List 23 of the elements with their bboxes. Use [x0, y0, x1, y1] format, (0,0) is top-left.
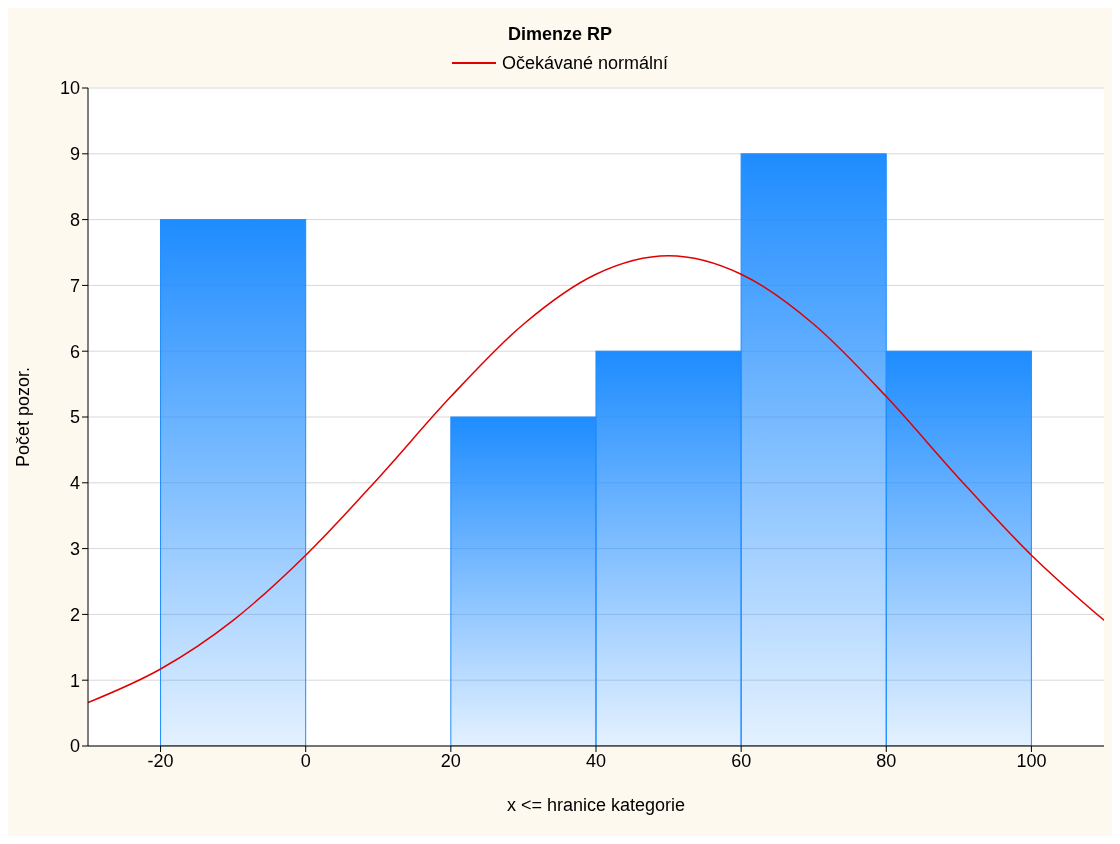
legend-label: Očekávané normální [501, 52, 669, 74]
y-tick-label: 9 [69, 144, 80, 165]
y-tick-label: 4 [69, 473, 80, 494]
x-tick-label: 0 [300, 750, 311, 771]
y-tick-label: 5 [69, 407, 80, 428]
x-tick-label: -20 [147, 750, 174, 771]
x-tick-label: 80 [876, 750, 897, 771]
y-tick-label: 6 [69, 341, 80, 362]
y-axis-title: Počet pozor. [13, 366, 34, 467]
chart-title: Dimenze RP [507, 23, 613, 46]
x-tick-label: 20 [440, 750, 461, 771]
x-axis-title: x <= hranice kategorie [506, 795, 686, 815]
y-tick-label: 2 [69, 604, 80, 625]
x-tick-label: 40 [585, 750, 607, 771]
y-tick-label: 7 [69, 275, 80, 296]
y-tick-label: 1 [69, 670, 80, 691]
y-tick-label: 0 [69, 736, 80, 757]
y-tick-label: 3 [69, 538, 80, 559]
y-tick-label: 10 [59, 78, 80, 99]
line-series [88, 255, 1104, 704]
x-tick-label: 60 [731, 750, 752, 771]
y-tick-label: 8 [69, 209, 80, 230]
x-tick-label: 100 [1016, 750, 1047, 771]
